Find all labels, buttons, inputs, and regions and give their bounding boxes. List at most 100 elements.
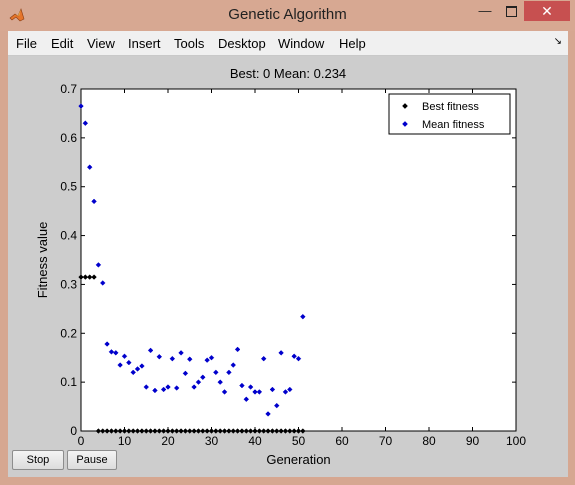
y-tick-label: 0.4 [60, 229, 77, 243]
best-fitness-point [282, 428, 289, 434]
minimize-icon: — [478, 3, 492, 18]
mean-fitness-point [247, 384, 254, 390]
best-fitness-point [117, 428, 123, 434]
menu-desktop[interactable]: Desktop [218, 36, 266, 51]
y-tick-label: 0.6 [60, 131, 77, 145]
mean-fitness-point [213, 369, 219, 376]
minimize-button[interactable]: — [472, 1, 498, 21]
mean-fitness-point [295, 355, 302, 362]
mean-fitness-point [143, 384, 150, 390]
mean-fitness-point [95, 262, 102, 268]
mean-fitness-point [230, 362, 237, 368]
pause-button[interactable]: Pause [67, 450, 117, 470]
best-fitness-point [152, 428, 158, 434]
mean-fitness-point [86, 164, 93, 170]
matlab-icon [9, 8, 25, 22]
mean-fitness-point [265, 411, 271, 417]
y-tick-label: 0.2 [60, 326, 77, 340]
best-fitness-point [260, 428, 267, 434]
mean-fitness-point [278, 350, 284, 356]
plot-title: Best: 0 Mean: 0.234 [229, 66, 347, 81]
maximize-icon [505, 6, 517, 18]
maximize-button[interactable] [498, 1, 524, 21]
x-tick-label: 90 [466, 434, 480, 448]
best-fitness-point [226, 428, 232, 434]
best-fitness-point [300, 428, 306, 434]
best-fitness-point [273, 428, 280, 434]
menu-bar: File Edit View Insert Tools Desktop Wind… [8, 31, 568, 56]
mean-fitness-point [156, 353, 163, 360]
best-fitness-point [213, 428, 219, 434]
best-fitness-point [182, 428, 189, 434]
mean-fitness-point [287, 386, 293, 393]
best-fitness-point [217, 428, 223, 434]
y-tick-label: 0.3 [60, 277, 77, 291]
menu-file[interactable]: File [16, 36, 37, 51]
best-fitness-point [156, 428, 163, 434]
best-fitness-point [230, 428, 237, 434]
best-fitness-point [191, 428, 197, 434]
mean-fitness-point [165, 384, 171, 390]
mean-fitness-point [191, 384, 197, 390]
x-tick-label: 60 [335, 434, 349, 448]
fitness-chart[interactable]: 0 10 20 30 40 50 60 70 80 90 100 0 0.1 0.2 0.3 0.4 0.5 0.… [8, 56, 568, 477]
mean-fitness-point [182, 370, 189, 377]
dock-arrow-icon[interactable]: ↘ [553, 36, 562, 47]
best-fitness-point [78, 274, 84, 280]
best-fitness-point [130, 428, 136, 434]
mean-fitness-point [221, 389, 228, 395]
menu-view[interactable]: View [87, 36, 115, 51]
mean-fitness-point [99, 280, 106, 286]
mean-fitness-point [126, 359, 132, 366]
best-fitness-point [265, 428, 271, 434]
mean-fitness-point [243, 396, 250, 402]
best-fitness-point [86, 274, 93, 280]
mean-fitness-point [252, 389, 258, 395]
legend-best-label: Best fitness [422, 101, 479, 113]
mean-fitness-point [113, 350, 119, 356]
mean-fitness-point [282, 389, 289, 395]
best-fitness-point [221, 428, 228, 434]
close-button[interactable]: ✕ [524, 1, 570, 21]
mean-fitness-point [82, 120, 89, 126]
title-bar[interactable]: Genetic Algorithm — ✕ [0, 0, 575, 31]
mean-fitness-point [78, 103, 84, 109]
mean-fitness-point [239, 382, 245, 389]
best-fitness-point [256, 428, 263, 434]
mean-fitness-point [178, 350, 184, 356]
y-tick-label: 0.7 [60, 82, 77, 96]
stop-button[interactable]: Stop [12, 450, 64, 470]
mean-fitness-point [121, 353, 128, 360]
mean-fitness-point [273, 402, 280, 409]
best-fitness-point [165, 428, 171, 434]
best-fitness-point [99, 428, 106, 434]
x-tick-label: 40 [248, 434, 262, 448]
mean-fitness-point [200, 374, 206, 381]
mean-fitness-point [204, 357, 210, 363]
menu-edit[interactable]: Edit [51, 36, 74, 51]
legend-box [388, 93, 511, 135]
mean-fitness-point [269, 386, 276, 393]
best-fitness-point [208, 428, 215, 434]
y-tick-label: 0 [70, 424, 77, 438]
x-axis-label: Generation [266, 452, 330, 467]
mean-fitness-point [234, 346, 241, 353]
menu-help[interactable]: Help [339, 36, 366, 51]
menu-insert[interactable]: Insert [128, 36, 161, 51]
menu-tools[interactable]: Tools [174, 36, 205, 51]
figure-area: Best: 0 Mean: 0.234 0 10 20 30 40 50 60 70 80 90 1… [8, 56, 568, 477]
best-fitness-point [139, 428, 145, 434]
best-fitness-point [291, 428, 297, 434]
x-tick-label: 10 [118, 434, 132, 448]
best-fitness-point [126, 428, 132, 434]
best-fitness-point [200, 428, 206, 434]
best-fitness-point [104, 428, 110, 434]
best-fitness-point [247, 428, 254, 434]
y-axis-label: Fitness value [35, 222, 50, 299]
mean-fitness-point [260, 355, 267, 362]
legend-mean-marker [402, 121, 408, 127]
menu-window[interactable]: Window [278, 36, 325, 51]
best-fitness-point [169, 428, 176, 434]
best-fitness-point [287, 428, 293, 434]
mean-fitness-point [108, 349, 115, 355]
